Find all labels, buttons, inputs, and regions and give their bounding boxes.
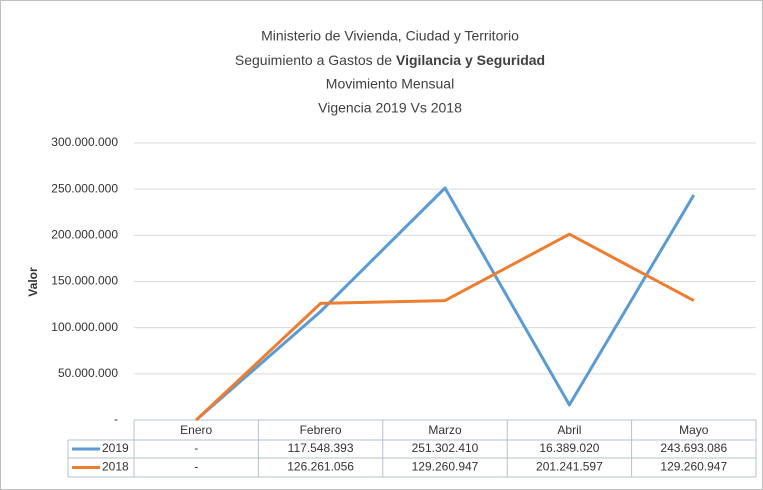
series-line (195, 232, 695, 422)
table-value: 243.693.086 (660, 441, 727, 455)
title-part: Seguimiento a Gastos de (235, 52, 392, 68)
x-tick-label: Abril (557, 423, 581, 437)
x-tick-label: Marzo (428, 423, 462, 437)
chart-title: Seguimiento a Gastos de Vigilancia y Seg… (235, 52, 545, 68)
y-tick-label: 150.000.000 (51, 274, 118, 288)
table-value: 129.260.947 (660, 460, 727, 474)
y-tick-label: 200.000.000 (51, 228, 118, 242)
y-tick-label: 100.000.000 (51, 320, 118, 334)
legend-label: 2019 (102, 441, 129, 455)
x-tick-label: Enero (180, 423, 212, 437)
y-tick-label: 250.000.000 (51, 181, 118, 195)
chart-title: Ministerio de Vivienda, Ciudad y Territo… (261, 28, 519, 44)
y-tick-label: 300.000.000 (51, 135, 118, 149)
table-value: 251.302.410 (412, 441, 479, 455)
series-line (195, 186, 696, 422)
legend-label: 2018 (102, 460, 129, 474)
y-tick-label: - (114, 412, 118, 426)
table-value: - (194, 441, 198, 455)
chart-title: Movimiento Mensual (326, 76, 454, 92)
title-part-bold: Vigilancia y Seguridad (396, 52, 545, 68)
x-tick-label: Febrero (300, 423, 342, 437)
y-tick-label: 50.000.000 (58, 366, 118, 380)
chart-title: Vigencia 2019 Vs 2018 (318, 100, 462, 116)
table-value: 201.241.597 (536, 460, 603, 474)
table-value: 16.389.020 (539, 441, 599, 455)
table-value: 129.260.947 (412, 460, 479, 474)
table-value: - (194, 460, 198, 474)
table-value: 126.261.056 (287, 460, 354, 474)
table-value: 117.548.393 (288, 441, 354, 455)
x-tick-label: Mayo (679, 423, 709, 437)
y-axis-label: Valor (26, 267, 40, 297)
